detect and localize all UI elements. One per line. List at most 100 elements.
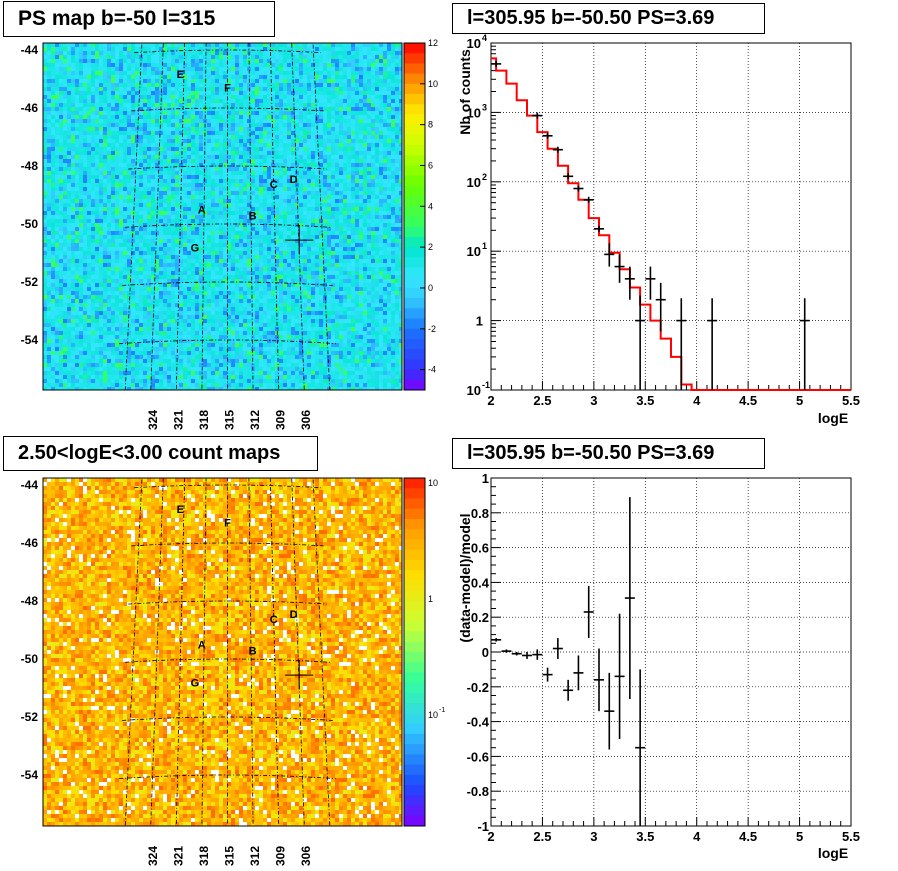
heatmap-cell: [307, 83, 311, 87]
heatmap-cell: [147, 247, 151, 251]
heatmap-cell: [115, 71, 119, 75]
heatmap-cell: [231, 111, 235, 115]
heatmap-cell: [63, 143, 67, 147]
heatmap-cell: [59, 55, 63, 59]
heatmap-cell: [111, 115, 115, 119]
heatmap-cell: [383, 151, 387, 155]
heatmap-cell: [119, 171, 123, 175]
heatmap-cell: [83, 263, 87, 267]
heatmap-cell: [87, 187, 91, 191]
heatmap-cell: [167, 235, 171, 239]
heatmap-cell: [87, 123, 91, 127]
heatmap-cell: [119, 115, 123, 119]
heatmap-cell: [219, 123, 223, 127]
heatmap-cell: [387, 63, 391, 67]
heatmap-cell: [295, 199, 299, 203]
heatmap-cell: [247, 227, 251, 231]
heatmap-cell: [367, 147, 371, 151]
heatmap-cell: [251, 199, 255, 203]
heatmap-cell: [151, 167, 155, 171]
heatmap-cell: [87, 43, 91, 47]
heatmap-cell: [143, 63, 147, 67]
heatmap-cell: [239, 243, 243, 247]
heatmap-cell: [107, 219, 111, 223]
heatmap-cell: [135, 131, 139, 135]
heatmap-cell: [179, 247, 183, 251]
heatmap-cell: [63, 183, 67, 187]
heatmap-cell: [119, 179, 123, 183]
heatmap-cell: [171, 59, 175, 63]
heatmap-cell: [47, 215, 51, 219]
heatmap-cell: [171, 239, 175, 243]
heatmap-cell: [131, 83, 135, 87]
heatmap-cell: [231, 175, 235, 179]
heatmap-cell: [211, 151, 215, 155]
heatmap-cell: [299, 43, 303, 47]
heatmap-cell: [291, 139, 295, 143]
heatmap-cell: [123, 51, 127, 55]
heatmap-cell: [211, 243, 215, 247]
heatmap-cell: [379, 147, 383, 151]
heatmap-cell: [231, 87, 235, 91]
heatmap-cell: [351, 223, 355, 227]
heatmap-cell: [303, 143, 307, 147]
heatmap-cell: [347, 163, 351, 167]
heatmap-cell: [151, 159, 155, 163]
heatmap-cell: [339, 231, 343, 235]
heatmap-cell: [155, 159, 159, 163]
heatmap-cell: [135, 187, 139, 191]
heatmap-cell: [359, 183, 363, 187]
heatmap-cell: [303, 139, 307, 143]
heatmap-cell: [387, 187, 391, 191]
heatmap-cell: [63, 239, 67, 243]
heatmap-cell: [315, 123, 319, 127]
heatmap-cell: [63, 243, 67, 247]
heatmap-cell: [259, 155, 263, 159]
heatmap-cell: [219, 251, 223, 255]
heatmap-cell: [71, 155, 75, 159]
heatmap-cell: [299, 87, 303, 91]
heatmap-cell: [159, 195, 163, 199]
heatmap-cell: [227, 191, 231, 195]
heatmap-cell: [191, 211, 195, 215]
heatmap-cell: [379, 231, 383, 235]
heatmap-cell: [315, 195, 319, 199]
heatmap-cell: [355, 47, 359, 51]
heatmap-cell: [119, 79, 123, 83]
heatmap-cell: [103, 63, 107, 67]
heatmap-cell: [203, 219, 207, 223]
heatmap-cell: [291, 159, 295, 163]
heatmap-cell: [47, 227, 51, 231]
heatmap-cell: [99, 227, 103, 231]
heatmap-cell: [191, 223, 195, 227]
heatmap-cell: [91, 159, 95, 163]
heatmap-cell: [79, 79, 83, 83]
heatmap-cell: [171, 83, 175, 87]
heatmap-cell: [383, 163, 387, 167]
heatmap-cell: [395, 251, 399, 255]
heatmap-cell: [319, 131, 323, 135]
heatmap-cell: [291, 215, 295, 219]
heatmap-cell: [303, 187, 307, 191]
heatmap-cell: [351, 167, 355, 171]
heatmap-cell: [51, 163, 55, 167]
heatmap-cell: [355, 227, 359, 231]
heatmap-cell: [283, 43, 287, 47]
heatmap-cell: [215, 95, 219, 99]
heatmap-cell: [43, 215, 47, 219]
heatmap-cell: [255, 171, 259, 175]
heatmap-cell: [251, 131, 255, 135]
heatmap-cell: [131, 135, 135, 139]
heatmap-cell: [339, 211, 343, 215]
heatmap-cell: [367, 159, 371, 163]
heatmap-cell: [195, 43, 199, 47]
heatmap-cell: [323, 67, 327, 71]
heatmap-cell: [63, 47, 67, 51]
heatmap-cell: [363, 51, 367, 55]
heatmap-cell: [231, 171, 235, 175]
heatmap-cell: [103, 155, 107, 159]
heatmap-cell: [303, 163, 307, 167]
heatmap-cell: [103, 71, 107, 75]
heatmap-cell: [115, 163, 119, 167]
heatmap-cell: [363, 43, 367, 47]
